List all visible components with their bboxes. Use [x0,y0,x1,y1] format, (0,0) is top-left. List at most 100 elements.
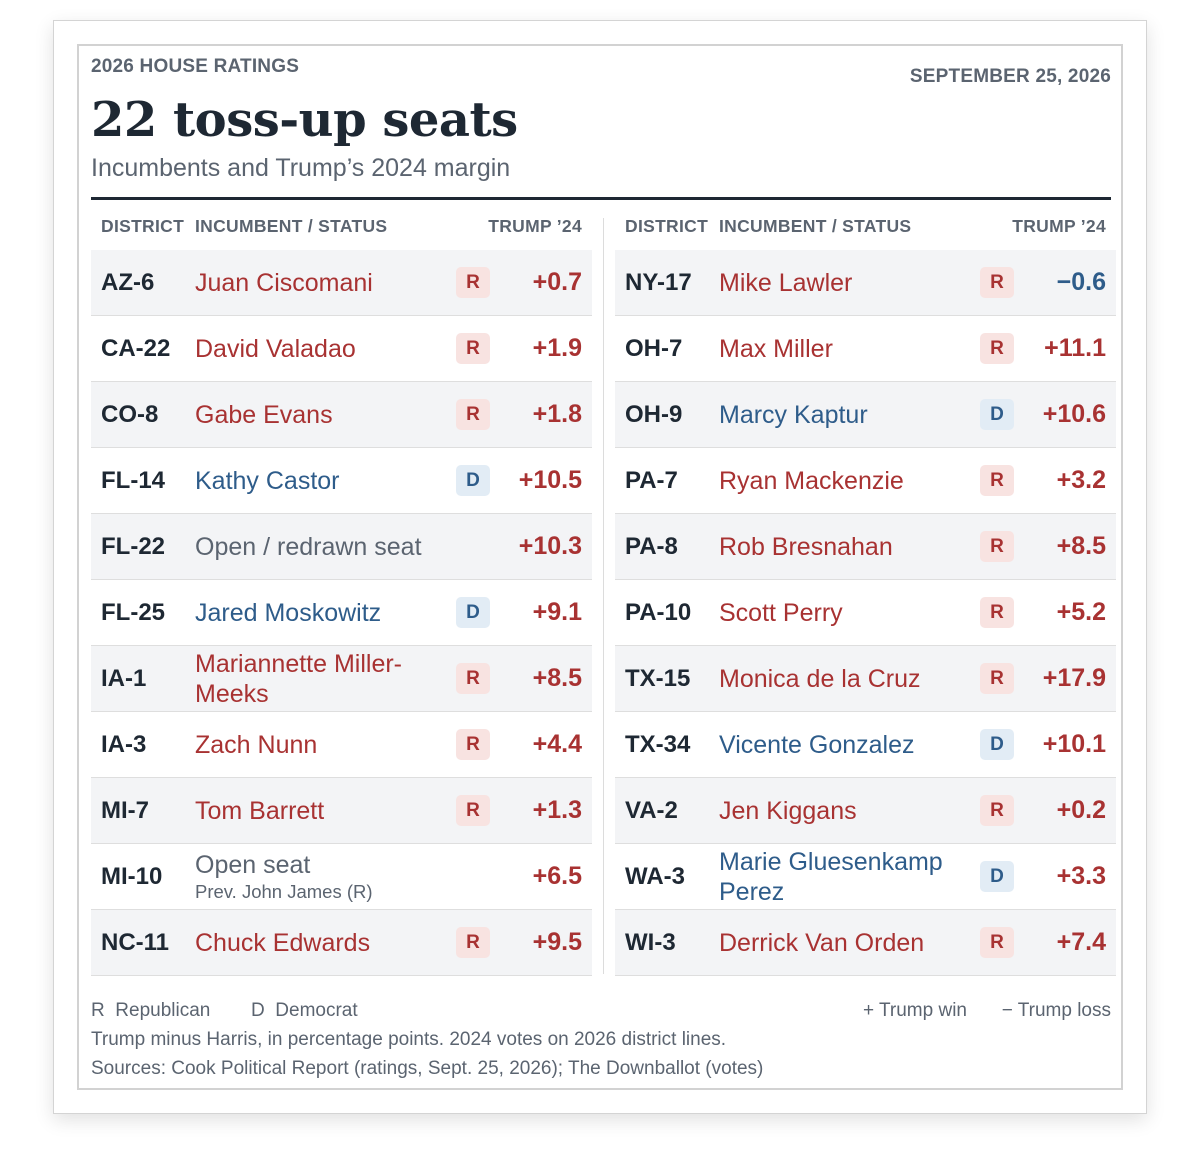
trump-margin: +4.4 [532,730,582,758]
district-cell: FL-22 [101,533,166,560]
table-row: MI-10 Open seat Prev. John James (R) +6.5 [91,844,592,910]
column-header-trump: TRUMP ’24 [488,216,582,236]
column-header-incumbent: INCUMBENT / STATUS [719,216,912,236]
incumbent-cell: Derrick Van Orden [719,910,987,975]
district-cell: OH-9 [625,401,683,428]
party-badge: R [980,465,1014,496]
party-badge: R [980,927,1014,958]
incumbent-name: Vicente Gonzalez [719,730,915,759]
party-badge: R [980,795,1014,826]
table-row: NC-11 Chuck Edwards R +9.5 [91,910,592,976]
incumbent-name: Marie Gluesenkamp Perez [719,847,943,906]
incumbent-name: Jen Kiggans [719,796,857,825]
left-table: DISTRICT INCUMBENT / STATUS TRUMP ’24 AZ… [91,204,592,976]
incumbent-cell: Kathy Castor [195,448,463,513]
trump-margin: +1.3 [532,796,582,824]
incumbent-name: Rob Bresnahan [719,532,893,561]
incumbent-name: Chuck Edwards [195,928,371,957]
previous-incumbent-note: Prev. John James (R) [195,880,373,902]
table-row: CA-22 David Valadao R +1.9 [91,316,592,382]
table-row: CO-8 Gabe Evans R +1.8 [91,382,592,448]
header-rule [91,197,1111,200]
district-cell: IA-1 [101,665,147,692]
legend-trump-win: + Trump win [862,1000,967,1021]
party-badge: D [980,861,1014,892]
incumbent-cell: Marcy Kaptur [719,382,987,447]
incumbent-cell: Max Miller [719,316,987,381]
district-cell: PA-8 [625,533,678,560]
incumbent-cell: Mariannette Miller-Meeks [195,646,463,711]
party-badge: R [980,531,1014,562]
trump-margin: +10.1 [1042,730,1106,758]
table-row: WI-3 Derrick Van Orden R +7.4 [615,910,1116,976]
incumbent-cell: Rob Bresnahan [719,514,987,579]
trump-margin: +17.9 [1042,664,1106,692]
district-cell: FL-25 [101,599,166,626]
incumbent-cell: Scott Perry [719,580,987,645]
incumbent-name: Monica de la Cruz [719,664,921,693]
table-header: DISTRICT INCUMBENT / STATUS TRUMP ’24 [615,204,1116,250]
sources-note: Sources: Cook Political Report (ratings,… [91,1058,764,1079]
incumbent-cell: Open / redrawn seat [195,514,463,579]
incumbent-name: Derrick Van Orden [719,928,925,957]
incumbent-cell: Jared Moskowitz [195,580,463,645]
kicker: 2026 HOUSE RATINGS [91,56,300,77]
trump-margin: +0.2 [1056,796,1106,824]
incumbent-cell: David Valadao [195,316,463,381]
table-row: IA-1 Mariannette Miller-Meeks R +8.5 [91,646,592,712]
incumbent-name: Mike Lawler [719,268,853,297]
party-badge: R [980,597,1014,628]
incumbent-name: Max Miller [719,334,833,363]
incumbent-name: Mariannette Miller-Meeks [195,649,403,708]
page-subtitle: Incumbents and Trump’s 2024 margin [91,154,511,182]
incumbent-cell: Ryan Mackenzie [719,448,987,513]
incumbent-name: Zach Nunn [195,730,318,759]
district-cell: MI-7 [101,797,149,824]
district-cell: PA-10 [625,599,692,626]
incumbent-cell: Marie Gluesenkamp Perez [719,844,987,909]
district-cell: IA-3 [101,731,147,758]
incumbent-name: Tom Barrett [195,796,325,825]
table-row: PA-8 Rob Bresnahan R +8.5 [615,514,1116,580]
incumbent-name: Open seat [195,850,311,879]
column-divider [603,218,604,974]
party-badge: R [980,663,1014,694]
incumbent-name: David Valadao [195,334,356,363]
table-row: WA-3 Marie Gluesenkamp Perez D +3.3 [615,844,1116,910]
incumbent-cell: Chuck Edwards [195,910,463,975]
table-row: OH-9 Marcy Kaptur D +10.6 [615,382,1116,448]
district-cell: NY-17 [625,269,692,296]
incumbent-name: Gabe Evans [195,400,333,429]
party-badge: R [456,729,490,760]
table-row: TX-34 Vicente Gonzalez D +10.1 [615,712,1116,778]
party-badge: R [456,267,490,298]
party-badge: R [456,927,490,958]
district-cell: CO-8 [101,401,159,428]
district-cell: VA-2 [625,797,678,824]
district-cell: WI-3 [625,929,676,956]
party-badge: D [980,729,1014,760]
trump-margin: +7.4 [1056,928,1106,956]
right-table: DISTRICT INCUMBENT / STATUS TRUMP ’24 NY… [615,204,1116,976]
ratings-frame: 2026 HOUSE RATINGS SEPTEMBER 25, 2026 22… [77,44,1123,1090]
trump-margin: +10.5 [518,466,582,494]
ratings-content: 2026 HOUSE RATINGS SEPTEMBER 25, 2026 22… [91,46,1116,1088]
column-header-district: DISTRICT [625,216,709,236]
incumbent-name: Marcy Kaptur [719,400,868,429]
legend-trump-loss: − Trump loss [1001,1000,1111,1021]
trump-margin: +9.1 [532,598,582,626]
left-rows: AZ-6 Juan Ciscomani R +0.7 CA-22 David Valada… [91,250,592,976]
table-row: IA-3 Zach Nunn R +4.4 [91,712,592,778]
party-badge: R [456,795,490,826]
district-cell: OH-7 [625,335,683,362]
right-rows: NY-17 Mike Lawler R −0.6 OH-7 Max Miller R +11.… [615,250,1116,976]
incumbent-name: Kathy Castor [195,466,340,495]
district-cell: TX-15 [625,665,691,692]
incumbent-cell: Tom Barrett [195,778,463,843]
table-row: VA-2 Jen Kiggans R +0.2 [615,778,1116,844]
district-cell: AZ-6 [101,269,155,296]
party-badge: D [456,597,490,628]
incumbent-cell: Juan Ciscomani [195,250,463,315]
incumbent-cell: Zach Nunn [195,712,463,777]
incumbent-cell: Gabe Evans [195,382,463,447]
